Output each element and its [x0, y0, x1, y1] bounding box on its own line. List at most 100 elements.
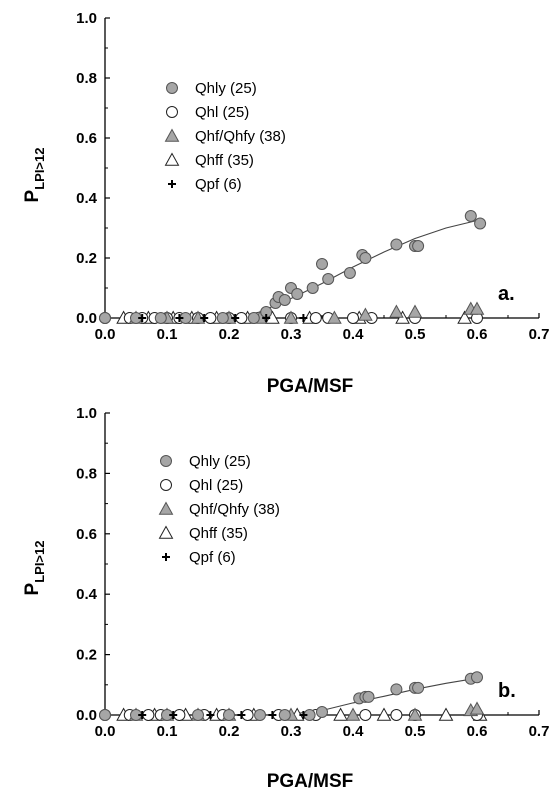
- y-tick-label: 0.6: [76, 130, 97, 147]
- data-point: [306, 282, 319, 294]
- data-point: [316, 705, 328, 718]
- data-point: [327, 310, 342, 324]
- legend-label: Qhff (35): [189, 525, 248, 542]
- y-tick-label: 0.2: [76, 250, 97, 267]
- x-tick-label: 0.5: [405, 723, 426, 740]
- y-tick-label: 0.6: [76, 526, 97, 543]
- y-axis-label: PLPI>12: [22, 541, 47, 596]
- data-point: [390, 709, 403, 721]
- data-point: [299, 314, 308, 322]
- data-point: [309, 312, 322, 324]
- legend-label: Qpf (6): [189, 549, 236, 566]
- x-tick-label: 0.3: [281, 723, 302, 740]
- legend-label: Qhl (25): [189, 477, 243, 494]
- chart-panel-2: 0.0 0.1 0.2 0.3 0.4 0.5 0.6 0.7 0.0 0.2 0.4 0.6 0.8 1…: [22, 405, 549, 792]
- y-axis-label-main: P: [22, 189, 43, 202]
- data-point: [291, 288, 304, 300]
- legend-label: Qhl (25): [195, 104, 249, 121]
- x-tick-label: 0.3: [281, 326, 302, 343]
- x-axis-label: PGA/MSF: [267, 771, 354, 792]
- data-point: [474, 217, 487, 230]
- data-point: [268, 711, 277, 719]
- legend-marker: [164, 128, 180, 142]
- data-point: [322, 273, 335, 285]
- data-point: [316, 258, 328, 270]
- legend-label: Qhff (35): [195, 152, 254, 169]
- series-qpf: [138, 711, 308, 719]
- y-tick-label: 0.8: [76, 70, 97, 87]
- data-point: [358, 307, 373, 321]
- y-tick-label: 0.4: [76, 190, 98, 207]
- legend-marker: [166, 82, 178, 94]
- data-point: [175, 314, 184, 322]
- data-point: [471, 671, 483, 684]
- data-point: [407, 304, 423, 318]
- x-axis-label: PGA/MSF: [267, 376, 354, 397]
- legend-marker: [158, 501, 174, 515]
- y-tick-label: 0.8: [76, 465, 97, 482]
- legend-label: Qhly (25): [189, 453, 251, 470]
- y-axis-label-subscript: LPI>12: [32, 148, 47, 190]
- data-point: [376, 707, 392, 721]
- y-tick-label: 0.4: [76, 586, 98, 603]
- y-tick-label: 0.0: [76, 310, 97, 327]
- data-point: [138, 314, 147, 322]
- data-point: [390, 683, 403, 696]
- legend-marker: [160, 479, 172, 491]
- legend: Qhly (25) Qhl (25) Qhf/Qhfy (38) Qhff (35) Q…: [158, 453, 280, 566]
- y-axis-label-subscript: LPI>12: [32, 541, 47, 583]
- data-point: [438, 707, 454, 721]
- data-point: [247, 312, 260, 324]
- data-point: [237, 711, 246, 719]
- data-point: [390, 238, 403, 251]
- data-point: [345, 707, 361, 721]
- x-tick-label: 0.4: [343, 326, 365, 343]
- legend-marker: [160, 455, 172, 467]
- x-tick-label: 0.7: [529, 723, 550, 740]
- data-point: [457, 310, 472, 324]
- data-point: [278, 709, 291, 721]
- chart-panel-1: 0.0 0.1 0.2 0.3 0.4 0.5 0.6 0.7 0.0 0.2 0.4 0.6 0.8 1…: [22, 10, 549, 397]
- y-axis-label: PLPI>12: [22, 148, 47, 203]
- data-point: [200, 314, 209, 322]
- x-tick-label: 0.0: [95, 723, 116, 740]
- data-point: [138, 711, 147, 719]
- data-point: [299, 711, 308, 719]
- data-point: [469, 701, 485, 715]
- x-tick-label: 0.2: [219, 723, 240, 740]
- data-point: [99, 312, 111, 324]
- data-point: [362, 690, 375, 703]
- y-tick-label: 0.0: [76, 707, 97, 724]
- data-point: [464, 210, 477, 222]
- data-point: [231, 314, 240, 322]
- x-tick-label: 0.0: [95, 326, 116, 343]
- legend-marker: [166, 106, 178, 118]
- data-point: [223, 709, 235, 721]
- data-point: [254, 709, 266, 721]
- x-tick-label: 0.1: [157, 723, 178, 740]
- data-point: [169, 711, 178, 719]
- data-point: [154, 312, 167, 324]
- y-tick-label: 0.2: [76, 647, 97, 664]
- x-tick-label: 0.7: [529, 326, 550, 343]
- x-tick-label: 0.6: [467, 723, 488, 740]
- x-tick-label: 0.6: [467, 326, 488, 343]
- data-point: [192, 709, 204, 721]
- x-tick-label: 0.5: [405, 326, 426, 343]
- data-point: [412, 240, 425, 252]
- y-tick-label: 1.0: [76, 10, 97, 27]
- legend-marker: [164, 152, 180, 166]
- data-point: [99, 709, 111, 721]
- data-point: [283, 310, 299, 324]
- data-point: [206, 711, 215, 719]
- y-tick-label: 1.0: [76, 405, 97, 422]
- data-point: [359, 709, 372, 721]
- data-point: [278, 294, 291, 306]
- data-point: [389, 304, 404, 318]
- legend: Qhly (25) Qhl (25) Qhf/Qhfy (38) Qhff (35) Q…: [164, 80, 286, 193]
- x-tick-label: 0.4: [343, 723, 365, 740]
- x-tick-label: 0.1: [157, 326, 178, 343]
- series-qhly: [99, 210, 487, 324]
- legend-label: Qhly (25): [195, 80, 257, 97]
- data-point: [407, 707, 423, 721]
